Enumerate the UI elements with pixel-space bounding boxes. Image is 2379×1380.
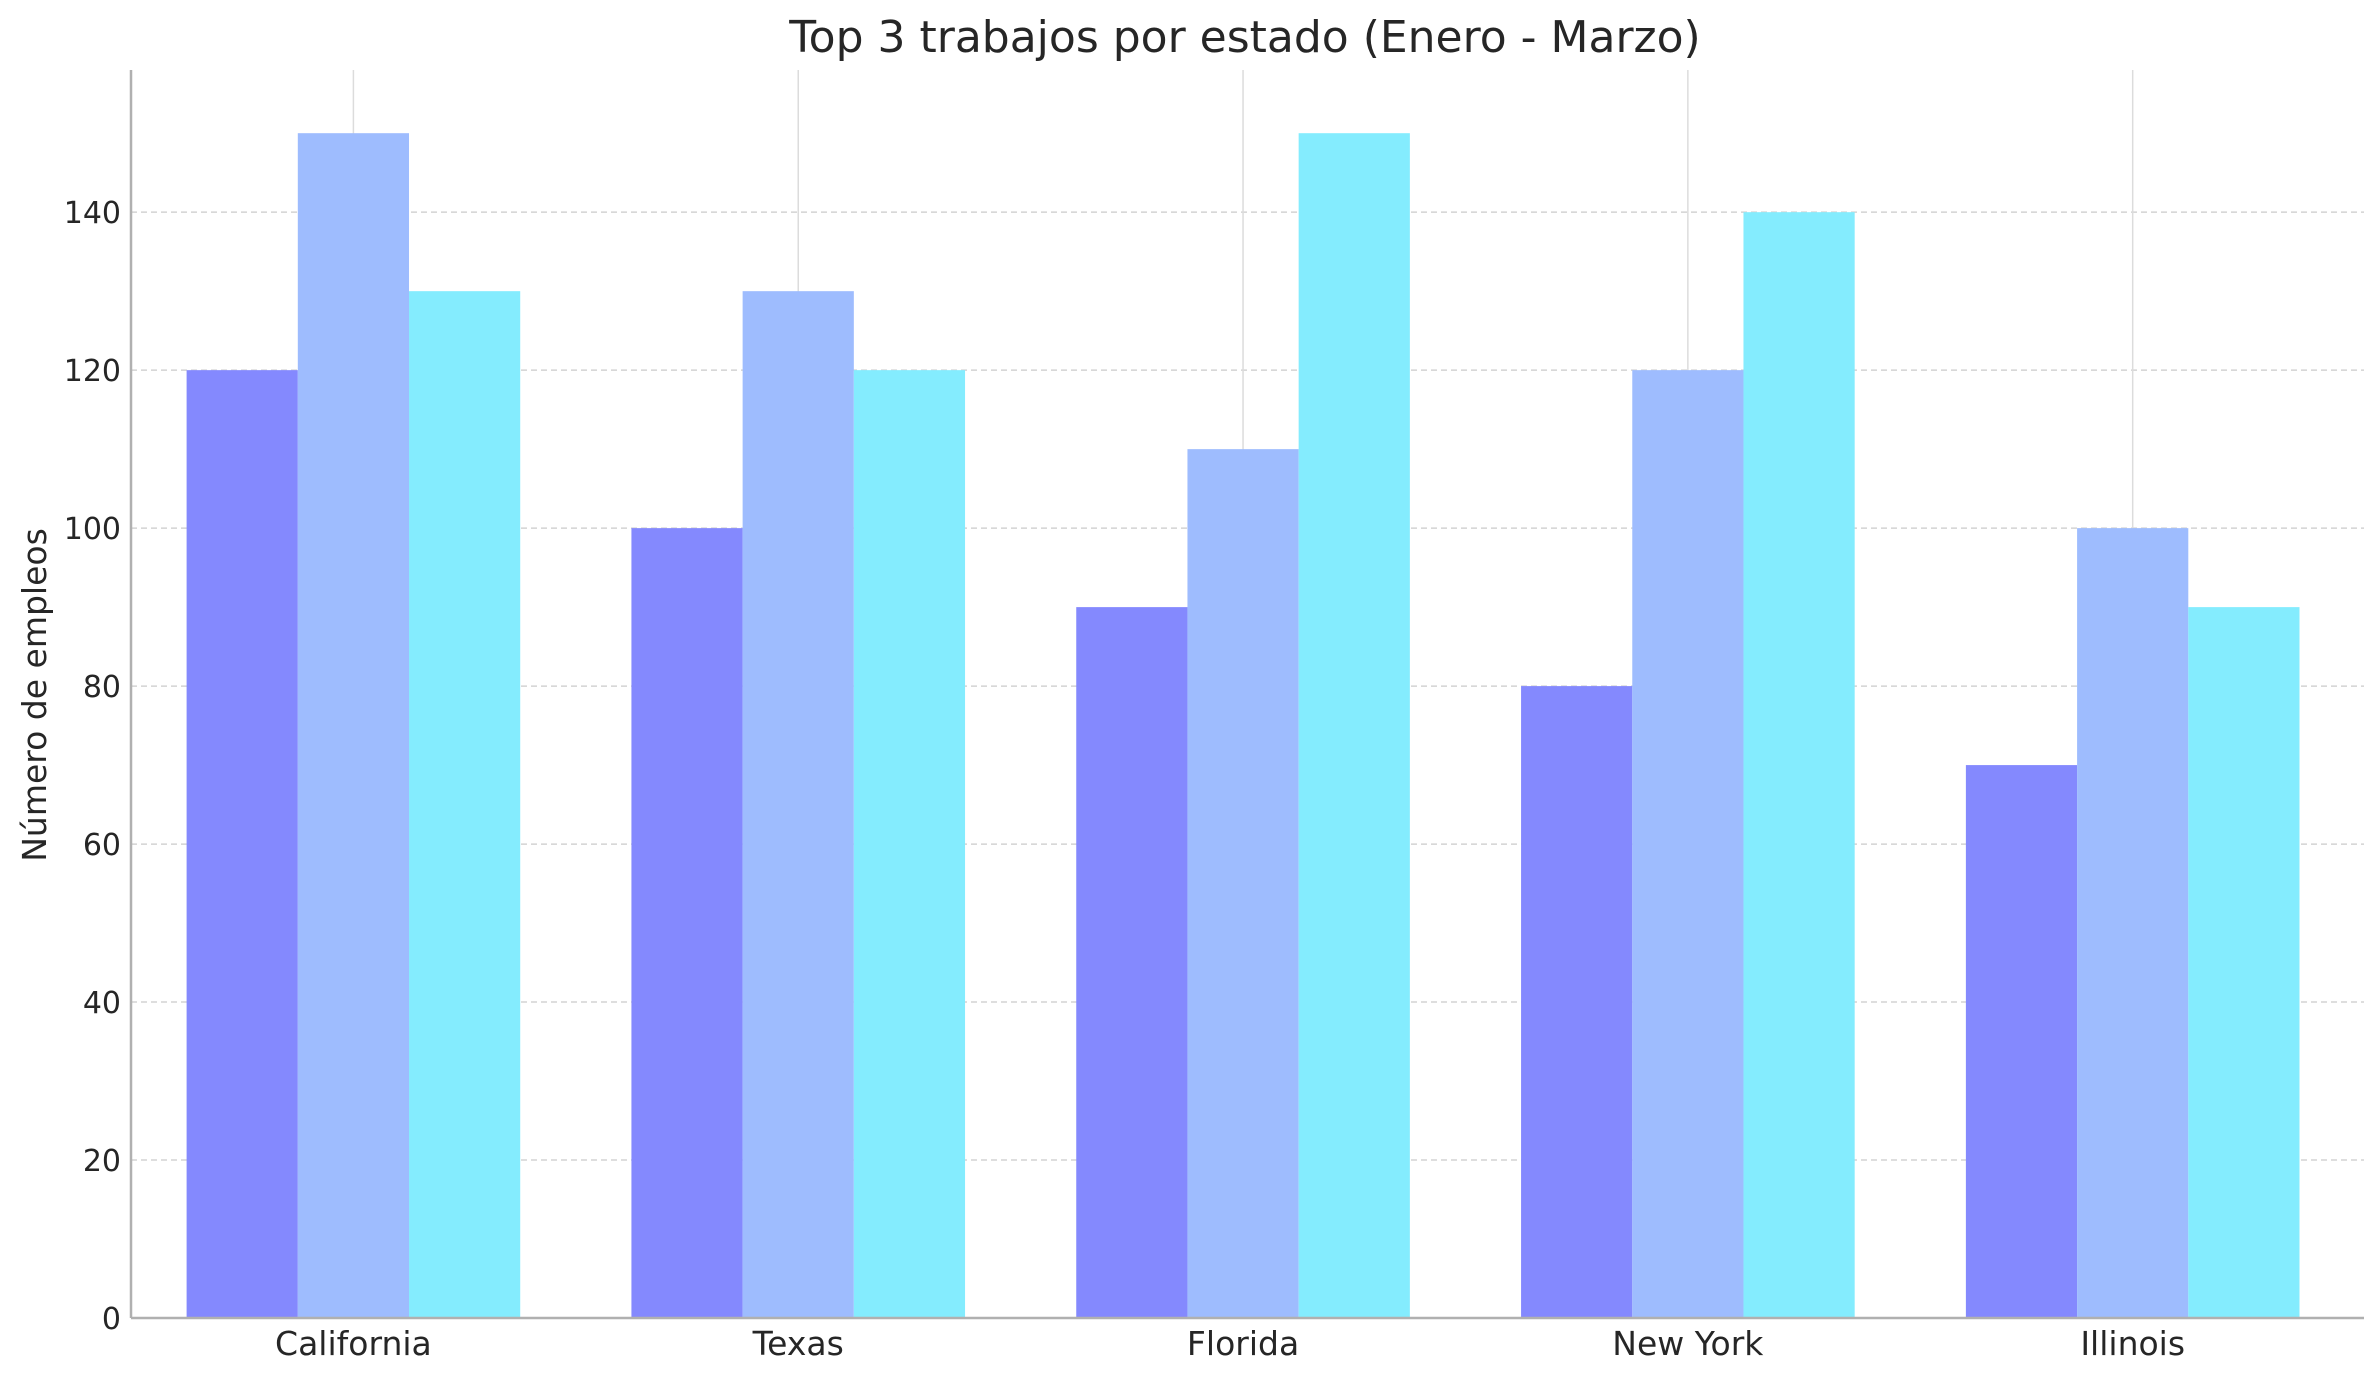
bar-texas-series-3 [853, 370, 966, 1319]
bar-illinois-series-2 [2077, 528, 2189, 1318]
bar-new-york-series-2 [1632, 370, 1744, 1319]
y-tick-label-0: 0 [102, 1302, 121, 1337]
bar-california-series-3 [409, 291, 521, 1318]
y-tick-label-40: 40 [83, 986, 121, 1021]
y-tick-label-80: 80 [83, 670, 121, 705]
x-tick-label-california: California [275, 1324, 432, 1363]
bar-new-york-series-3 [1743, 212, 1855, 1318]
ticks-layer: 0 20 40 60 80 100 120 140 California Texas Florida… [64, 196, 2185, 1363]
bar-illinois-series-3 [2188, 607, 2300, 1318]
x-tick-label-texas: Texas [752, 1324, 844, 1363]
bar-texas-series-2 [742, 291, 854, 1318]
axes-layer [129, 70, 2364, 1320]
y-tick-label-100: 100 [64, 512, 121, 547]
x-tick-label-illinois: Illinois [2080, 1324, 2185, 1363]
bar-florida-series-3 [1298, 133, 1410, 1318]
bars-layer [186, 133, 2300, 1319]
bar-new-york-series-1 [1521, 686, 1633, 1318]
bar-california-series-2 [297, 133, 410, 1318]
x-tick-label-new-york: New York [1612, 1324, 1764, 1363]
x-tick-label-florida: Florida [1187, 1324, 1299, 1363]
bar-texas-series-1 [631, 528, 743, 1318]
y-tick-label-60: 60 [83, 828, 121, 863]
bar-florida-series-1 [1076, 607, 1188, 1318]
y-tick-label-140: 140 [64, 196, 121, 231]
chart-title: Top 3 trabajos por estado (Enero - Marzo… [788, 12, 1700, 63]
bar-illinois-series-1 [1965, 765, 2078, 1318]
y-tick-label-20: 20 [83, 1144, 121, 1179]
bar-california-series-1 [186, 370, 298, 1319]
y-tick-label-120: 120 [64, 354, 121, 389]
y-axis-label: Número de empleos [15, 528, 54, 862]
bar-florida-series-2 [1187, 449, 1299, 1318]
